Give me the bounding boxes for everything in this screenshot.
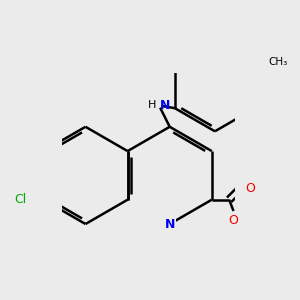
Text: O: O [245, 182, 255, 195]
Text: H: H [147, 100, 156, 110]
Text: Cl: Cl [14, 193, 26, 206]
Text: N: N [164, 218, 175, 230]
Text: O: O [229, 214, 238, 226]
Text: CH₃: CH₃ [268, 57, 287, 67]
Text: N: N [160, 99, 170, 112]
